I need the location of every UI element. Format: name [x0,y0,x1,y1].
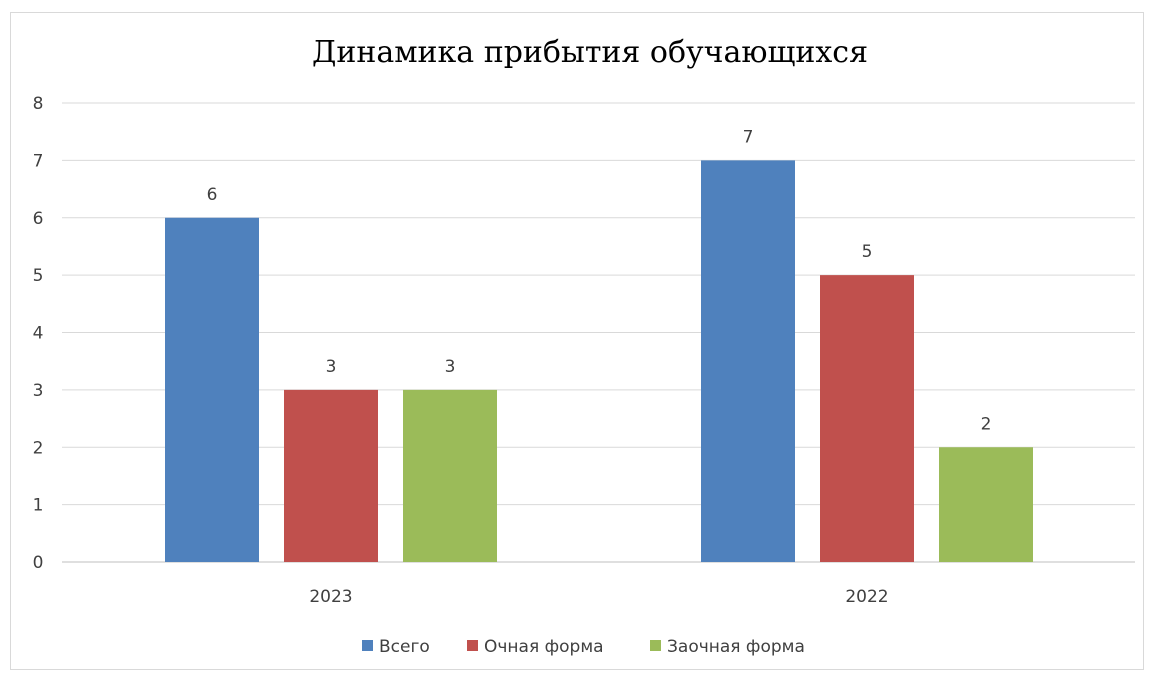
data-label: 3 [326,357,337,377]
legend-label: Всего [379,637,430,657]
x-category-label: 2023 [309,587,352,607]
bar-2023-2 [284,389,378,562]
y-tick-label: 8 [33,94,44,114]
legend-label: Очная форма [484,637,604,657]
bar-2023-1 [165,217,259,562]
bar-2022-3 [939,447,1033,562]
y-tick-label: 0 [33,553,44,573]
y-axis-ticks: 0 1 2 3 4 5 6 7 8 [33,94,44,573]
legend-swatch [650,640,661,651]
y-tick-label: 7 [33,151,44,171]
legend-label: Заочная форма [667,637,805,657]
y-tick-label: 2 [33,438,44,458]
x-axis-categories: 2023 2022 [309,587,888,607]
legend-swatch [467,640,478,651]
y-tick-label: 3 [33,381,44,401]
data-label: 6 [207,185,218,205]
bar-2022-2 [820,275,914,562]
y-tick-label: 1 [33,496,44,516]
data-label: 5 [862,242,873,262]
data-label: 2 [981,414,992,434]
bar-2022-1 [701,160,795,562]
bars [165,160,1033,562]
chart-title: Динамика прибытия обучающихся [312,35,868,70]
x-category-label: 2022 [845,587,888,607]
data-label: 3 [445,357,456,377]
y-tick-label: 5 [33,266,44,286]
data-label: 7 [743,127,754,147]
legend: Всего Очная форма Заочная форма [362,637,805,657]
bar-2023-3 [403,389,497,562]
legend-swatch [362,640,373,651]
data-labels: 6 3 3 7 5 2 [207,127,992,434]
y-tick-label: 4 [33,324,44,344]
y-tick-label: 6 [33,209,44,229]
